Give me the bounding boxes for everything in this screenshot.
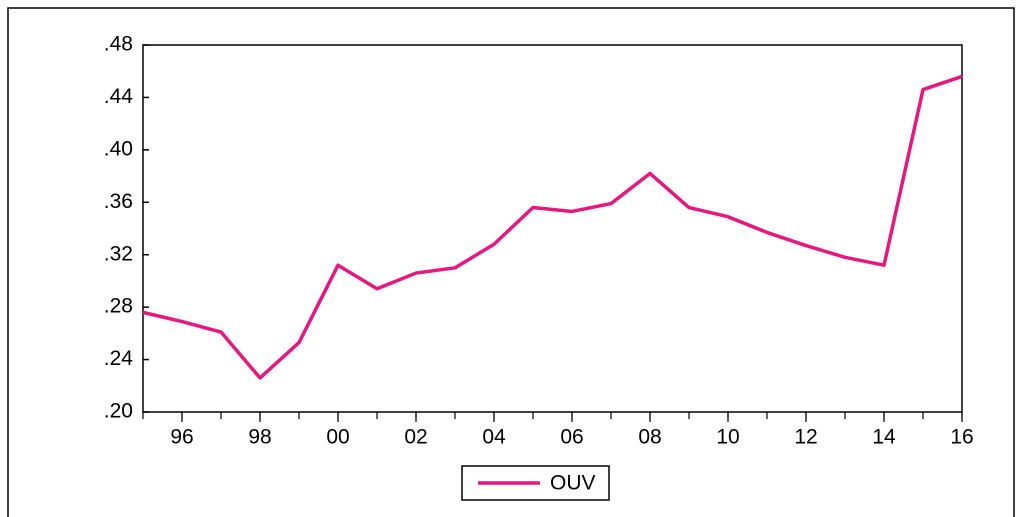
- x-tick-label: 02: [404, 426, 427, 449]
- y-tick-label: .36: [104, 190, 133, 213]
- x-tick-label: 14: [872, 426, 896, 449]
- x-tick-label: 08: [638, 426, 661, 449]
- y-tick-label: .44: [104, 85, 134, 108]
- plot-area: [142, 44, 963, 413]
- y-tick-label: .20: [104, 400, 133, 423]
- x-tick-label: 10: [716, 426, 739, 449]
- x-tick-label: 98: [248, 426, 271, 449]
- y-tick-label: .48: [104, 33, 133, 56]
- y-tick-label: .40: [104, 137, 133, 160]
- y-tick-label: .28: [104, 295, 133, 318]
- x-tick-label: 04: [482, 426, 506, 449]
- x-tick-label: 06: [560, 426, 583, 449]
- x-tick-label: 16: [950, 426, 973, 449]
- frame: [7, 7, 1015, 517]
- x-tick-label: 12: [794, 426, 817, 449]
- x-tick-label: 96: [170, 426, 193, 449]
- x-tick-label: 00: [326, 426, 349, 449]
- line-series: [142, 74, 963, 380]
- legend-label: OUV: [550, 472, 596, 495]
- y-tick-label: .24: [104, 347, 134, 370]
- y-tick-label: .32: [104, 242, 133, 265]
